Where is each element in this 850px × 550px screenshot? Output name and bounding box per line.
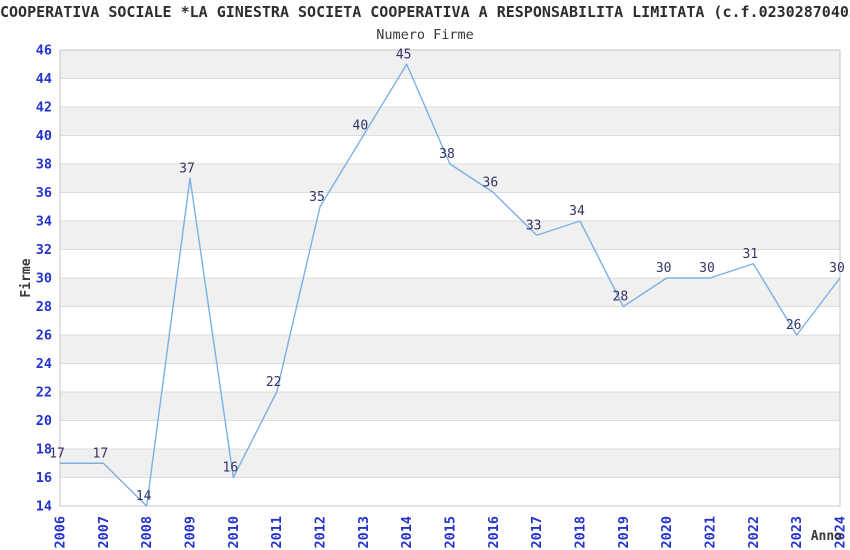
x-tick-label: 2023 xyxy=(789,516,805,549)
plot-band xyxy=(60,107,840,136)
x-tick-label: 2022 xyxy=(746,516,762,549)
point-value-label: 34 xyxy=(569,204,585,219)
y-tick-label: 26 xyxy=(36,328,52,344)
x-tick-label: 2010 xyxy=(226,516,242,549)
point-value-label: 30 xyxy=(656,261,672,276)
x-tick-label: 2018 xyxy=(573,516,589,549)
x-tick-label: 2013 xyxy=(356,516,372,549)
y-tick-label: 46 xyxy=(36,43,52,59)
y-tick-label: 36 xyxy=(36,185,52,201)
y-tick-label: 18 xyxy=(36,442,52,458)
y-tick-label: 44 xyxy=(36,71,52,87)
plot-band xyxy=(60,335,840,364)
plot-band xyxy=(60,392,840,421)
x-tick-label: 2006 xyxy=(53,516,69,549)
chart-subtitle: Numero Firme xyxy=(376,27,474,43)
point-value-label: 30 xyxy=(829,261,845,276)
point-value-label: 16 xyxy=(223,461,239,476)
x-tick-label: 2019 xyxy=(616,516,632,549)
y-tick-label: 16 xyxy=(36,470,52,486)
chart-title: COOPERATIVA SOCIALE *LA GINESTRA SOCIETA… xyxy=(0,3,850,21)
plot-band xyxy=(60,449,840,478)
x-tick-label: 2009 xyxy=(183,516,199,549)
plot-band xyxy=(60,164,840,193)
point-value-label: 37 xyxy=(179,161,195,176)
y-tick-label: 24 xyxy=(36,356,52,372)
point-value-label: 45 xyxy=(396,47,412,62)
point-value-label: 22 xyxy=(266,375,282,390)
y-tick-label: 38 xyxy=(36,157,52,173)
plot-band xyxy=(60,221,840,250)
point-value-label: 17 xyxy=(49,446,65,461)
plot-band xyxy=(60,278,840,307)
x-tick-label: 2007 xyxy=(96,516,112,549)
point-value-label: 38 xyxy=(439,147,455,162)
x-tick-label: 2017 xyxy=(529,516,545,549)
plot-band xyxy=(60,50,840,79)
y-tick-label: 14 xyxy=(36,499,52,515)
y-tick-label: 34 xyxy=(36,214,52,230)
y-tick-label: 28 xyxy=(36,299,52,315)
y-tick-label: 42 xyxy=(36,100,52,116)
x-tick-label: 2020 xyxy=(659,516,675,549)
x-tick-label: 2024 xyxy=(833,516,849,549)
y-tick-label: 40 xyxy=(36,128,52,144)
y-tick-label: 30 xyxy=(36,271,52,287)
y-tick-label: 20 xyxy=(36,413,52,429)
x-axis-title: Anno xyxy=(810,529,842,544)
point-value-label: 26 xyxy=(786,318,802,333)
x-tick-label: 2011 xyxy=(269,516,285,549)
point-value-label: 36 xyxy=(483,176,499,191)
y-tick-label: 22 xyxy=(36,385,52,401)
point-value-label: 33 xyxy=(526,218,542,233)
y-tick-label: 32 xyxy=(36,242,52,258)
data-line xyxy=(60,63,841,507)
point-value-label: 17 xyxy=(93,446,109,461)
x-tick-label: 2008 xyxy=(139,516,155,549)
point-value-label: 31 xyxy=(743,247,759,262)
x-tick-label: 2016 xyxy=(486,516,502,549)
x-tick-label: 2012 xyxy=(313,516,329,549)
point-value-label: 28 xyxy=(613,290,629,305)
point-value-label: 40 xyxy=(353,119,369,134)
point-value-label: 35 xyxy=(309,190,325,205)
point-value-label: 14 xyxy=(136,489,152,504)
x-tick-label: 2014 xyxy=(399,516,415,549)
point-value-label: 30 xyxy=(699,261,715,276)
x-tick-label: 2021 xyxy=(703,516,719,549)
x-tick-label: 2015 xyxy=(443,516,459,549)
